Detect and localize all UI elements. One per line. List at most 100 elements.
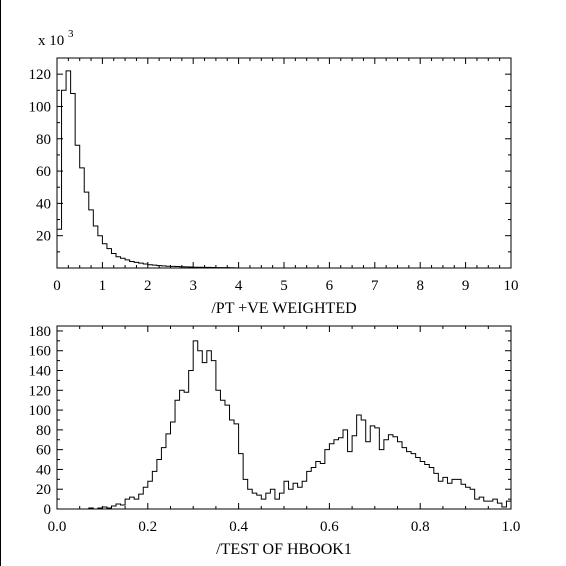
x-tick-label: 8 [416,278,424,294]
histogram-bin [189,371,194,509]
histogram-bin [452,479,457,509]
top-chart: x 10 3 0 1 2 3 4 5 6 7 8 9 10 20 40 60 80 100 120 /PT +… [29,28,519,317]
y-tick-label: 100 [29,403,52,419]
y-tick-label: 180 [29,324,52,340]
histogram-bin [130,497,135,509]
bottom-histogram [57,340,512,510]
histogram-bin [457,479,462,509]
histogram-bin [193,341,198,509]
y-tick-label: 60 [36,443,51,459]
histogram-bin [139,263,144,268]
histogram-bin [134,499,139,509]
y-tick-label: 20 [36,229,51,245]
histogram-outline [56,70,511,269]
histogram-bin [293,483,298,509]
histogram-bin [152,471,157,509]
histogram-bin [466,487,471,509]
histogram-bin [357,415,362,509]
x-tick-label: 3 [189,278,197,294]
bottom-y-ticks: 0 20 40 60 80 100 120 140 160 180 [29,324,511,518]
histogram-bin [279,493,284,509]
x-tick-label: 0.6 [320,519,339,535]
histogram-bin [379,450,384,509]
histogram-bin [461,484,466,509]
histogram-bin [402,448,407,509]
histogram-bin [62,90,67,268]
x-tick-label: 0.0 [48,519,67,535]
histogram-bin [166,434,171,509]
histogram-bin [125,260,130,268]
histogram-bin [157,460,162,509]
top-histogram [56,70,511,269]
x-tick-label: 1 [99,278,107,294]
histogram-bin [375,428,380,509]
histogram-bin [202,363,207,509]
histogram-bin [102,244,107,268]
histogram-bin [257,495,262,509]
histogram-bin [429,467,434,509]
y-tick-label: 20 [36,482,51,498]
histogram-bin [175,400,180,509]
histogram-bin [348,452,353,509]
histogram-bin [216,390,221,509]
histogram-bin [75,145,80,268]
histogram-bin [243,479,248,509]
histogram-bin [298,487,303,509]
histogram-bin [130,262,135,268]
y-tick-label: 0 [44,502,52,518]
histogram-bin [239,454,244,509]
y-tick-label: 100 [29,99,52,115]
top-plot-frame [56,57,512,269]
histogram-bin [475,499,480,509]
histogram-bin [325,450,330,509]
y-tick-label: 80 [36,423,51,439]
x-tick-label: 7 [371,278,379,294]
top-x-ticks: 0 1 2 3 4 5 6 7 8 9 10 [53,58,519,294]
histogram-bin [393,437,398,509]
histogram-bin [370,426,375,509]
histogram-bin [398,442,403,509]
histogram-bin [71,94,76,268]
histogram-bin [207,351,212,509]
histogram-bin [493,499,498,509]
x-tick-label: 6 [326,278,334,294]
histogram-bin [161,448,166,509]
histogram-bin [361,420,366,509]
histogram-bin [388,435,393,509]
top-x-axis-title: /PT +VE WEIGHTED [211,300,356,317]
histogram-bin [261,499,266,509]
histogram-bin [352,436,357,509]
histogram-bin [420,462,425,509]
histogram-bin [270,489,275,509]
histogram-outline [57,340,512,510]
histogram-bin [484,501,489,509]
histogram-bin [116,257,121,268]
x-tick-label: 0.2 [138,519,157,535]
histogram-bin [443,477,448,509]
x-tick-label: 2 [144,278,152,294]
x-tick-label: 9 [462,278,470,294]
x-tick-label: 5 [280,278,288,294]
histogram-bin [184,392,189,509]
x-tick-label: 0 [53,278,61,294]
histogram-bin [411,454,416,509]
histogram-bin [316,462,321,509]
bottom-x-axis-title: /TEST OF HBOOK1 [216,541,352,558]
histogram-bin [289,489,294,509]
histogram-bin [220,400,225,509]
histogram-bin [384,440,389,509]
histogram-bin [438,481,443,509]
histogram-bin [334,440,339,509]
histogram-bin [198,351,203,509]
histogram-bin [143,264,148,268]
y-tick-label: 140 [29,364,52,380]
histogram-bin [57,229,62,268]
histogram-bin [488,501,493,509]
histogram-bin [234,424,239,509]
histogram-bin [248,489,253,509]
histogram-bin [343,430,348,509]
bottom-chart: 0.0 0.2 0.4 0.6 0.8 1.0 0 20 40 60 80 100 120 140 160… [29,324,521,558]
histogram-bin [329,444,334,509]
histogram-bin [307,471,312,509]
histogram-bin [139,494,144,509]
